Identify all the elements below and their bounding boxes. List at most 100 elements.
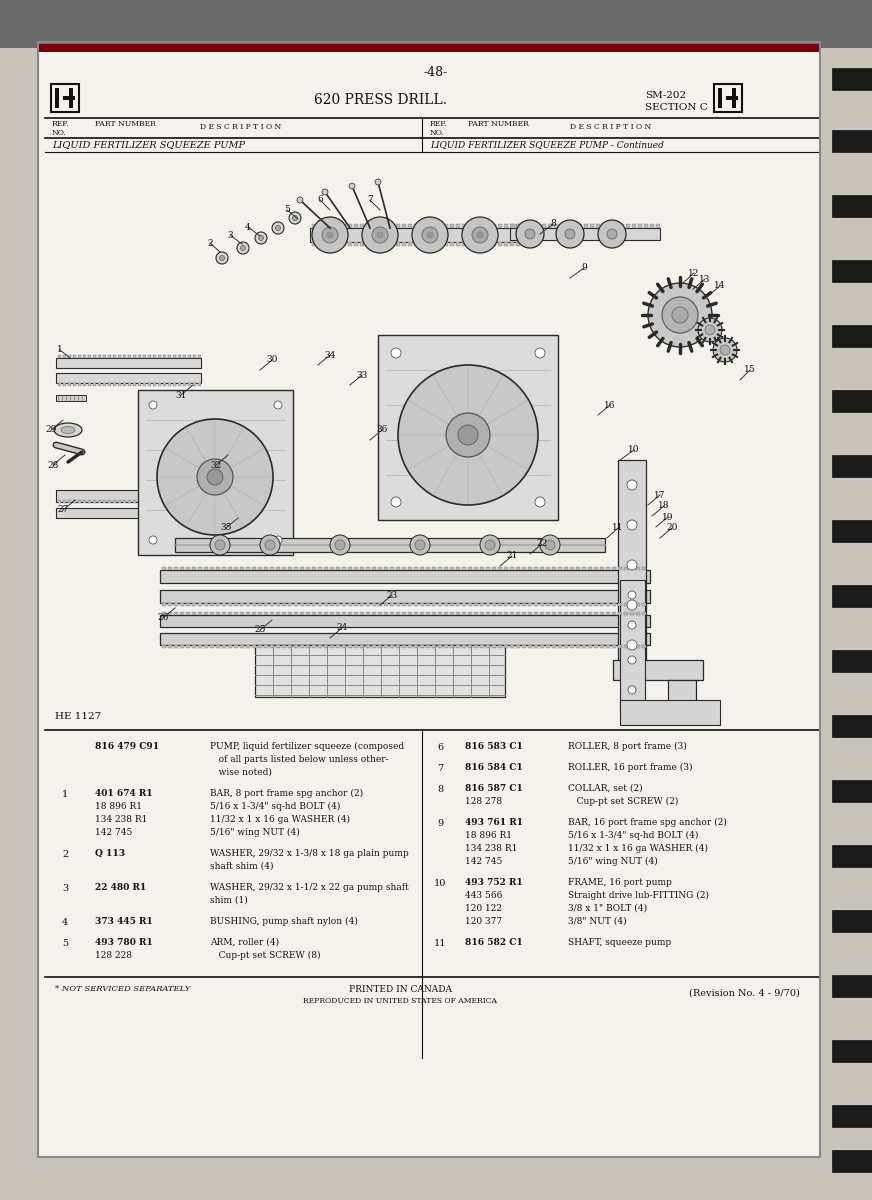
Circle shape [705,325,715,335]
Bar [832,130,872,152]
Bar [354,242,358,246]
Bar [522,566,526,570]
Circle shape [375,179,381,185]
Bar [522,602,526,606]
Bar [198,646,202,648]
Bar [78,383,81,386]
Bar [636,612,640,614]
Bar [536,224,540,228]
Text: * NOT SERVICED SEPARATELY: * NOT SERVICED SEPARATELY [55,985,190,994]
Bar [390,602,394,606]
Bar [534,242,538,246]
Bar [486,646,490,648]
Bar [510,602,514,606]
Bar [498,566,502,570]
Bar [570,612,574,614]
Bar [366,242,370,246]
Bar [143,355,146,358]
Bar [566,224,570,228]
Bar [402,646,406,648]
Text: 29: 29 [45,426,57,434]
Bar [396,602,400,606]
Circle shape [628,656,636,664]
Bar [450,612,454,614]
Bar [492,566,496,570]
Bar [378,602,382,606]
Bar [594,602,598,606]
Bar [450,602,454,606]
Bar [426,646,430,648]
Bar [168,646,172,648]
Circle shape [210,535,230,554]
Text: 9: 9 [437,818,443,828]
Text: shim (1): shim (1) [210,896,248,905]
Bar [180,566,184,570]
Bar [192,602,196,606]
Bar [504,646,508,648]
Bar [342,566,346,570]
Bar [426,242,430,246]
Bar [372,646,376,648]
Bar [612,612,616,614]
Circle shape [720,346,730,355]
Bar [78,355,81,358]
Bar [372,224,376,228]
Bar [246,566,250,570]
Bar [606,646,610,648]
Text: 24: 24 [337,624,348,632]
Bar [594,646,598,648]
Bar [486,566,490,570]
Bar [832,260,872,282]
Bar [620,224,624,228]
Bar [330,566,334,570]
Bar [330,612,334,614]
Circle shape [627,480,637,490]
Bar [123,355,126,358]
Bar [160,634,650,646]
Bar [832,584,872,607]
Bar [510,612,514,614]
Text: 32: 32 [210,461,221,469]
Bar [432,242,436,246]
Bar [240,566,244,570]
Bar [38,42,820,1157]
Bar [246,646,250,648]
Bar [88,500,91,503]
Bar [63,500,66,503]
Circle shape [265,540,275,550]
Text: 30: 30 [266,355,277,365]
Text: 443 566: 443 566 [465,890,502,900]
Bar [306,646,310,648]
Bar [51,84,79,112]
Bar [510,224,514,228]
Bar [608,224,612,228]
Bar [342,612,346,614]
Bar [153,500,156,503]
Bar [138,355,141,358]
Text: COLLAR, set (2): COLLAR, set (2) [568,784,643,793]
Bar [620,700,720,725]
Bar [832,520,872,542]
Bar [588,566,592,570]
Circle shape [241,246,246,251]
Bar [528,602,532,606]
Bar [138,500,141,503]
Circle shape [216,252,228,264]
Bar [504,612,508,614]
Bar [168,602,172,606]
Text: ROLLER, 16 port frame (3): ROLLER, 16 port frame (3) [568,763,692,772]
Text: 5/16 x 1-3/4" sq-hd BOLT (4): 5/16 x 1-3/4" sq-hd BOLT (4) [568,830,698,840]
Bar [234,612,238,614]
Text: 34: 34 [324,350,336,360]
Circle shape [422,227,438,242]
Circle shape [607,229,617,239]
Bar [390,646,394,648]
Bar [714,84,742,112]
Bar [216,602,220,606]
Circle shape [485,540,495,550]
Bar [58,500,61,503]
Bar [432,224,436,228]
Bar [354,566,358,570]
Bar [558,612,562,614]
Bar [288,646,292,648]
